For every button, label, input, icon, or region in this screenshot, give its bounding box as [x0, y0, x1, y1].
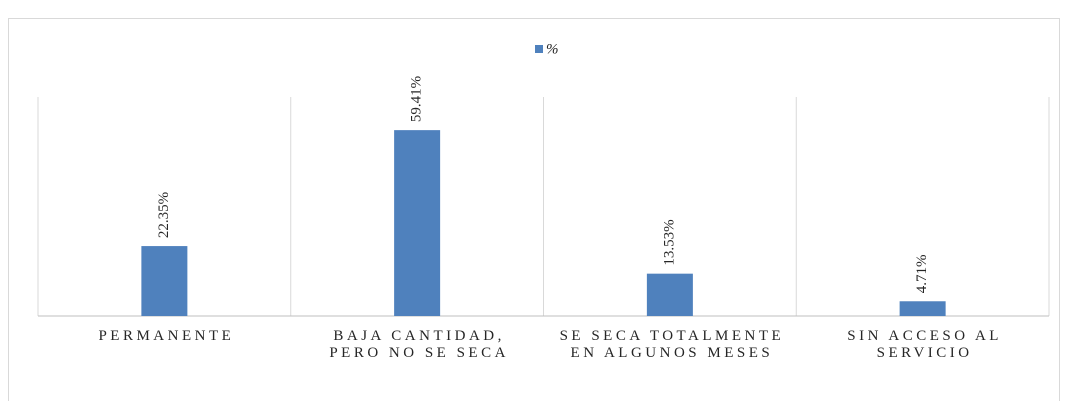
- data-label: 22.35%: [156, 192, 172, 238]
- x-tick-label: SIN ACCESO AL SERVICIO: [847, 328, 1002, 361]
- data-label: 13.53%: [661, 219, 677, 265]
- data-label: 59.41%: [409, 76, 425, 122]
- bar: [646, 273, 693, 316]
- x-tick-label: BAJA CANTIDAD, PERO NO SE SECA: [329, 328, 509, 361]
- legend-label: %: [546, 41, 559, 57]
- legend-swatch: [535, 45, 543, 53]
- x-tick-label: SE SECA TOTALMENTE EN ALGUNOS MESES: [559, 328, 785, 361]
- bar: [394, 130, 441, 316]
- data-label: 4.71%: [914, 255, 930, 294]
- x-tick-label: PERMANENTE: [98, 328, 235, 344]
- bar: [899, 301, 946, 316]
- bar: [141, 246, 188, 316]
- chart-border: [8, 18, 1060, 401]
